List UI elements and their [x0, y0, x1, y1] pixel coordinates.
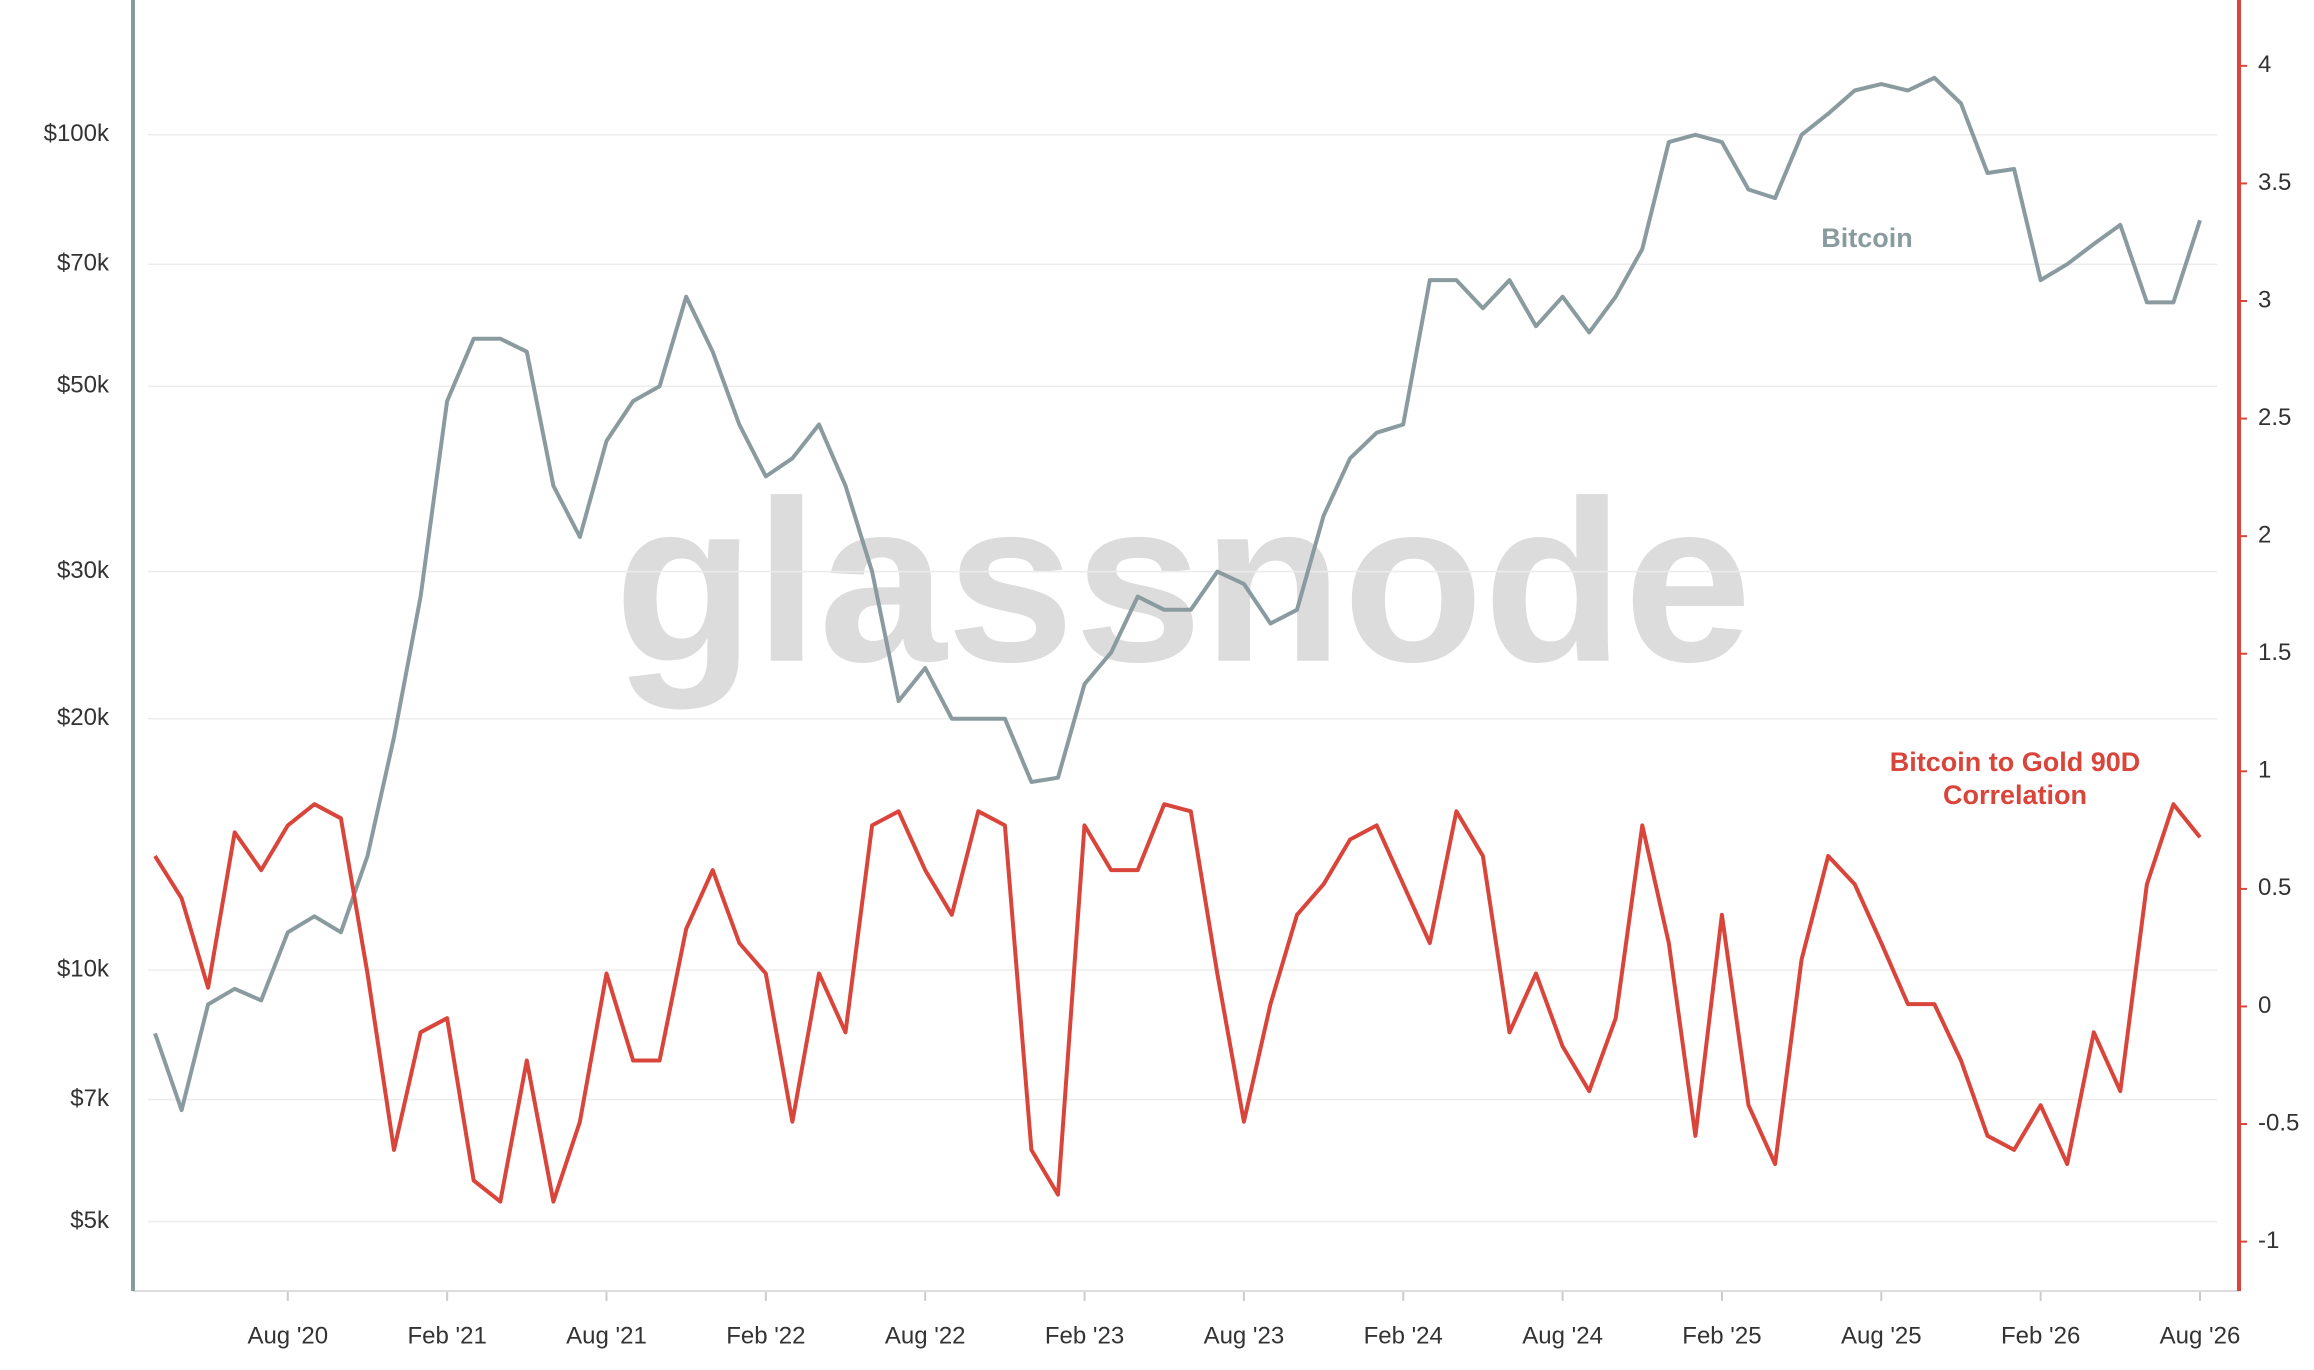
y2-tick-label: 2: [2258, 521, 2271, 548]
watermark: glassnode: [614, 453, 1752, 710]
y2-tick-label: 2.5: [2258, 404, 2291, 431]
y2-tick-label: -0.5: [2258, 1109, 2299, 1136]
y2-tick-label: 1: [2258, 757, 2271, 784]
series-line: [153, 75, 2202, 1113]
x-tick-label: Aug '21: [566, 1322, 647, 1349]
x-tick-label: Aug '25: [1841, 1322, 1922, 1349]
x-tick-label: Aug '20: [247, 1322, 328, 1349]
y2-tick-label: 3: [2258, 286, 2271, 313]
x-tick-label: Feb '26: [2001, 1322, 2080, 1349]
y2-tick-label: 0: [2258, 992, 2271, 1019]
y2-tick-label: 0.5: [2258, 874, 2291, 901]
x-tick-label: Aug '22: [885, 1322, 966, 1349]
y-tick-label: $30k: [57, 557, 110, 584]
series-line: [153, 802, 2202, 1204]
y-tick-label: $70k: [57, 250, 110, 277]
x-tick-label: Aug '23: [1204, 1322, 1285, 1349]
x-tick-label: Feb '25: [1682, 1322, 1761, 1349]
y2-tick-label: -1: [2258, 1227, 2279, 1254]
x-tick-label: Feb '23: [1045, 1322, 1124, 1349]
series-label: Bitcoin to Gold 90D Correlation: [1889, 747, 2141, 810]
y-tick-label: $20k: [57, 704, 110, 731]
y-tick-label: $50k: [57, 372, 110, 399]
x-tick-label: Aug '24: [1522, 1322, 1603, 1349]
y2-tick-label: 1.5: [2258, 639, 2291, 666]
y-tick-label: $5k: [70, 1207, 110, 1234]
y-tick-label: $7k: [70, 1085, 110, 1112]
x-tick-label: Aug '26: [2160, 1322, 2241, 1349]
series-label: Bitcoin: [1821, 223, 1913, 253]
x-tick-label: Feb '21: [407, 1322, 486, 1349]
y-tick-label: $100k: [44, 120, 110, 147]
y2-tick-label: 4: [2258, 51, 2271, 78]
x-tick-label: Feb '24: [1364, 1322, 1443, 1349]
y-tick-label: $10k: [57, 956, 110, 983]
y2-tick-label: 3.5: [2258, 169, 2291, 196]
x-tick-label: Feb '22: [726, 1322, 805, 1349]
